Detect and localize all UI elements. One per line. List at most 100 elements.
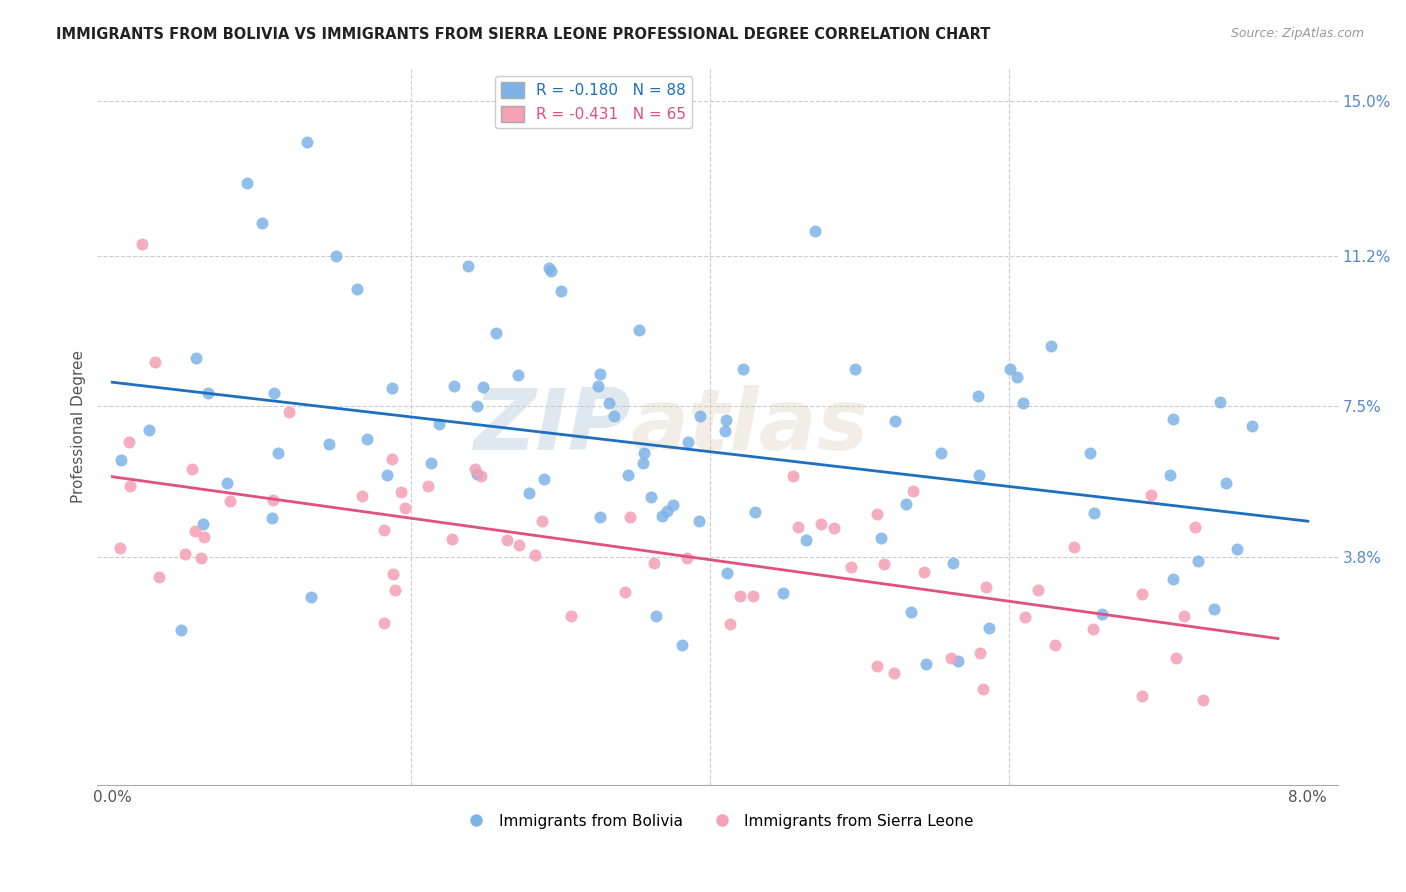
- Point: [560, 609, 582, 624]
- Point: [467, 467, 489, 482]
- Text: atlas: atlas: [631, 385, 869, 468]
- Point: [675, 551, 697, 566]
- Point: [381, 452, 404, 467]
- Point: [655, 504, 678, 518]
- Point: [946, 654, 969, 668]
- Point: [883, 414, 905, 428]
- Point: [589, 367, 612, 381]
- Point: [184, 524, 207, 538]
- Point: [1173, 608, 1195, 623]
- Point: [138, 423, 160, 437]
- Point: [915, 657, 938, 672]
- Point: [942, 557, 965, 571]
- Point: [523, 549, 546, 563]
- Point: [598, 395, 620, 409]
- Point: [613, 585, 636, 599]
- Point: [823, 521, 845, 535]
- Point: [143, 355, 166, 369]
- Point: [118, 435, 141, 450]
- Point: [651, 509, 673, 524]
- Point: [931, 446, 953, 460]
- Point: [190, 551, 212, 566]
- Point: [1166, 651, 1188, 665]
- Point: [1215, 476, 1237, 491]
- Point: [484, 326, 506, 340]
- Point: [1007, 370, 1029, 384]
- Legend: Immigrants from Bolivia, Immigrants from Sierra Leone: Immigrants from Bolivia, Immigrants from…: [456, 807, 980, 835]
- Point: [633, 446, 655, 460]
- Point: [373, 523, 395, 537]
- Point: [277, 405, 299, 419]
- Point: [110, 453, 132, 467]
- Point: [506, 368, 529, 382]
- Point: [457, 259, 479, 273]
- Point: [967, 468, 990, 483]
- Point: [640, 490, 662, 504]
- Point: [688, 514, 710, 528]
- Point: [714, 413, 737, 427]
- Point: [967, 388, 990, 402]
- Point: [718, 617, 741, 632]
- Point: [602, 409, 624, 423]
- Point: [689, 409, 711, 423]
- Point: [236, 176, 259, 190]
- Point: [972, 682, 994, 697]
- Point: [1081, 622, 1104, 636]
- Point: [181, 462, 204, 476]
- Point: [215, 476, 238, 491]
- Point: [356, 433, 378, 447]
- Text: Source: ZipAtlas.com: Source: ZipAtlas.com: [1230, 27, 1364, 40]
- Point: [108, 541, 131, 556]
- Point: [508, 538, 530, 552]
- Point: [844, 361, 866, 376]
- Point: [537, 260, 560, 275]
- Point: [900, 605, 922, 619]
- Point: [1091, 607, 1114, 622]
- Point: [318, 436, 340, 450]
- Point: [174, 547, 197, 561]
- Point: [728, 589, 751, 603]
- Point: [170, 623, 193, 637]
- Point: [643, 556, 665, 570]
- Point: [1083, 506, 1105, 520]
- Point: [1132, 587, 1154, 601]
- Point: [804, 224, 827, 238]
- Point: [381, 381, 404, 395]
- Point: [1204, 601, 1226, 615]
- Point: [616, 467, 638, 482]
- Point: [1063, 540, 1085, 554]
- Point: [301, 590, 323, 604]
- Point: [772, 586, 794, 600]
- Y-axis label: Professional Degree: Professional Degree: [72, 351, 86, 503]
- Point: [1012, 396, 1035, 410]
- Point: [443, 379, 465, 393]
- Point: [619, 509, 641, 524]
- Point: [810, 517, 832, 532]
- Point: [872, 557, 894, 571]
- Point: [839, 560, 862, 574]
- Point: [974, 580, 997, 594]
- Point: [250, 216, 273, 230]
- Point: [1043, 638, 1066, 652]
- Point: [782, 469, 804, 483]
- Point: [1039, 339, 1062, 353]
- Point: [531, 514, 554, 528]
- Point: [267, 445, 290, 459]
- Point: [1161, 412, 1184, 426]
- Point: [969, 646, 991, 660]
- Point: [419, 456, 441, 470]
- Point: [148, 570, 170, 584]
- Point: [495, 533, 517, 547]
- Point: [394, 501, 416, 516]
- Text: IMMIGRANTS FROM BOLIVIA VS IMMIGRANTS FROM SIERRA LEONE PROFESSIONAL DEGREE CORR: IMMIGRANTS FROM BOLIVIA VS IMMIGRANTS FR…: [56, 27, 991, 42]
- Point: [1209, 394, 1232, 409]
- Point: [912, 566, 935, 580]
- Point: [295, 135, 318, 149]
- Point: [470, 469, 492, 483]
- Point: [263, 386, 285, 401]
- Point: [1139, 488, 1161, 502]
- Point: [391, 484, 413, 499]
- Point: [786, 519, 808, 533]
- Point: [1187, 554, 1209, 568]
- Point: [218, 494, 240, 508]
